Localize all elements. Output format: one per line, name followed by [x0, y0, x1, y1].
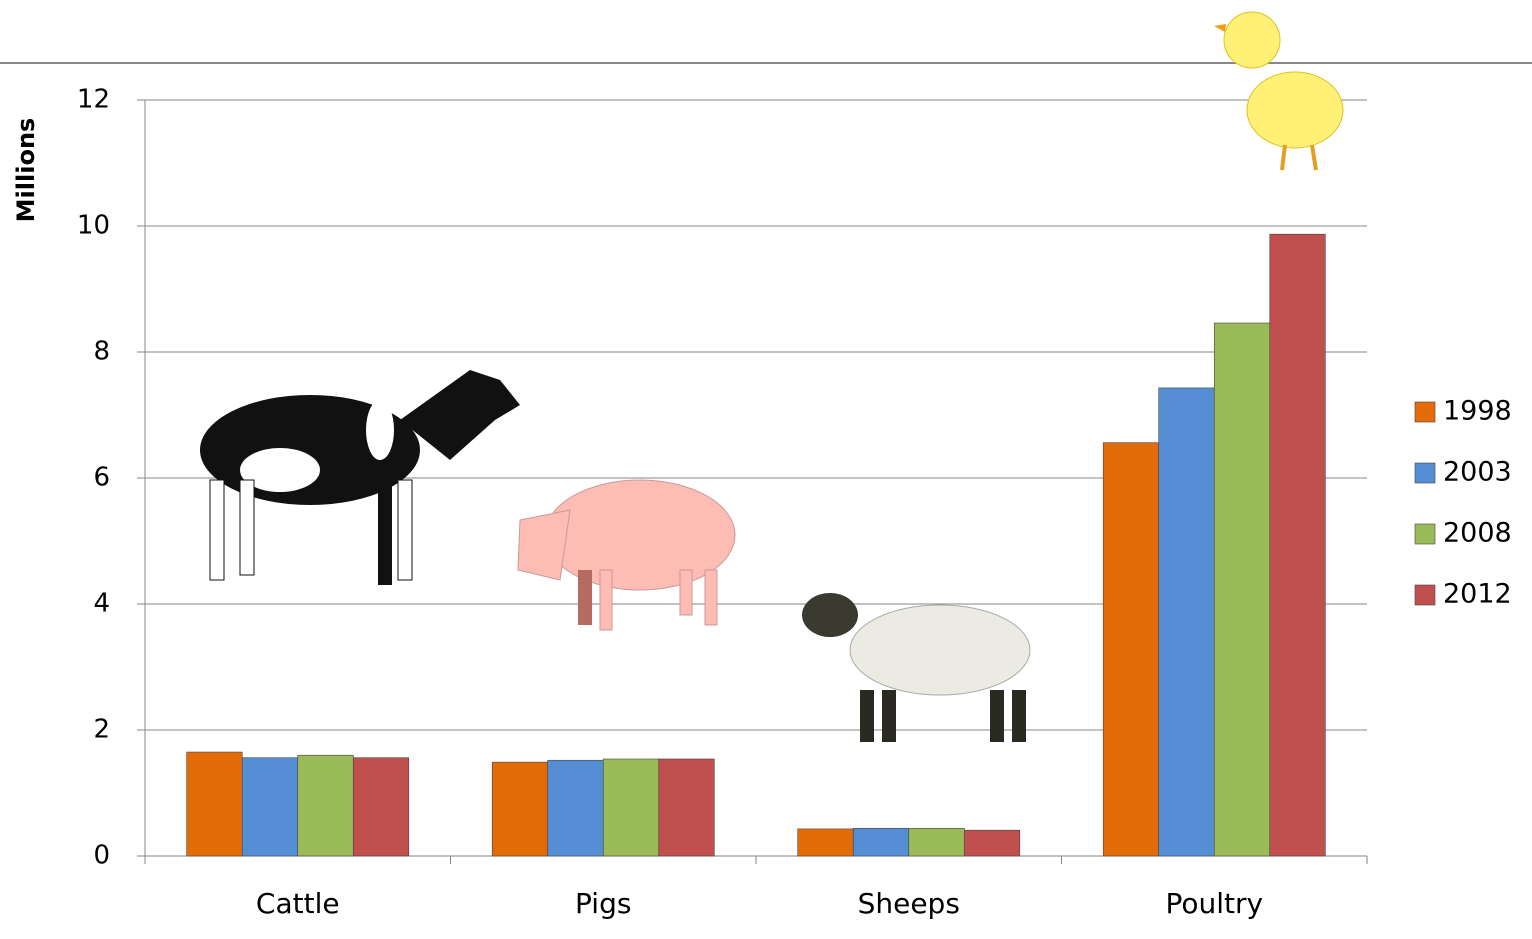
- bar: [797, 828, 854, 857]
- bar: [241, 757, 299, 857]
- y-tick-label: 12: [77, 85, 110, 115]
- legend-swatch: [1414, 584, 1436, 606]
- bar: [1158, 387, 1215, 857]
- bar: [491, 761, 549, 857]
- bar: [908, 827, 965, 857]
- x-tick-label: Cattle: [256, 887, 340, 920]
- x-tick-label: Sheeps: [858, 887, 960, 920]
- legend-label: 2008: [1443, 518, 1512, 549]
- bar: [852, 827, 910, 857]
- legend-label: 2003: [1443, 457, 1512, 488]
- bar: [658, 758, 715, 857]
- cow-illustration: [200, 370, 520, 585]
- bar: [1213, 322, 1271, 857]
- bar: [602, 758, 660, 857]
- legend-swatch: [1414, 523, 1436, 545]
- x-tick-label: Poultry: [1165, 887, 1263, 920]
- bar: [186, 751, 243, 857]
- chick-illustration: [1214, 11, 1344, 171]
- bar: [352, 757, 410, 857]
- bar: [1102, 442, 1160, 857]
- y-tick-label: 2: [93, 715, 110, 745]
- y-tick-label: 10: [77, 211, 110, 241]
- pig-illustration: [517, 479, 736, 631]
- y-tick-label: 4: [93, 589, 110, 619]
- bar: [963, 829, 1021, 857]
- y-axis-label: Millions: [12, 118, 40, 223]
- y-tick-label: 0: [93, 841, 110, 871]
- y-tick-label: 6: [93, 463, 110, 493]
- x-tick-label: Pigs: [575, 887, 631, 920]
- legend-swatch: [1414, 401, 1436, 423]
- legend-label: 1998: [1443, 396, 1512, 427]
- legend-swatch: [1414, 462, 1436, 484]
- bar: [297, 754, 354, 857]
- bar: [547, 759, 604, 857]
- sheep-illustration: [802, 593, 1031, 742]
- legend-label: 2012: [1443, 579, 1512, 610]
- plot-area: 0 2 4 6 8 10 12 Cattle Pigs Sheeps Poultry 1998 2003…: [77, 85, 1512, 921]
- y-tick-label: 8: [93, 337, 110, 367]
- bar: [1269, 233, 1326, 857]
